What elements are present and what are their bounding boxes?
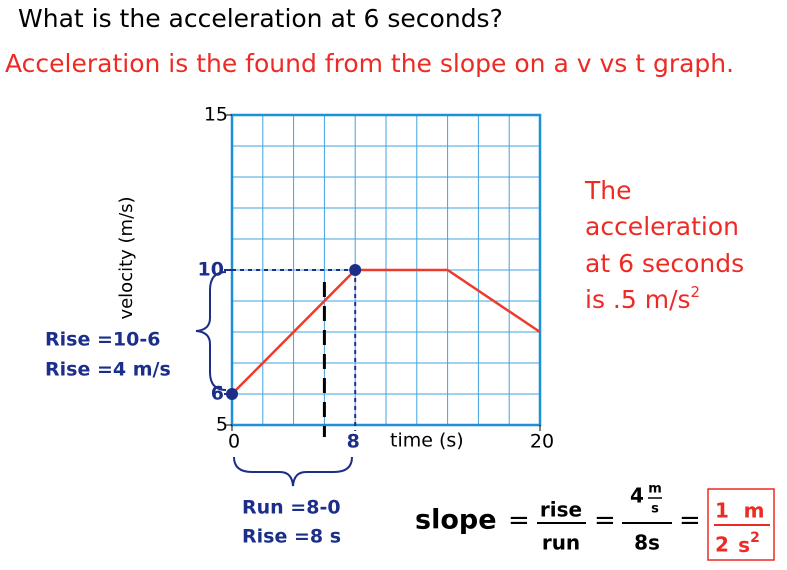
run-note: Run =8-0 [242,497,341,519]
data-point [349,264,362,276]
fraction-num: rise [540,498,582,522]
result-exp: 2 [750,530,760,546]
result-unit: s2 [738,530,760,557]
explanation: Acceleration is the found from the slope… [5,49,734,78]
y-tick-label-highlight: 10 [198,259,224,281]
x-tick-label: 0 [228,431,240,453]
rise-note: Rise =10-6 [45,329,160,351]
answer-line: The [584,176,632,205]
question: What is the acceleration at 6 seconds? [18,4,503,33]
equals: = [679,506,701,536]
unit-num: m [648,482,662,497]
answer-line: acceleration [585,212,739,241]
answer-line: is .5 m/s2 [585,283,700,315]
y-tick-label: 15 [204,104,228,126]
fraction-num: 4 [630,484,644,508]
result-box [707,488,775,561]
answer-line: at 6 seconds [585,249,744,278]
fraction-den: run [542,531,580,555]
answer-superscript: 2 [691,283,701,301]
equals: = [508,506,530,536]
x-axis-label: time (s) [390,430,464,452]
rise-brace [195,271,227,391]
result-unit: m [744,499,765,523]
result-num: 1 [715,499,729,523]
equals: = [594,506,616,536]
result-den: 2 [715,533,729,557]
y-axis-label: velocity (m/s) [116,196,137,319]
y-tick-label: 5 [216,414,228,436]
data-point [226,388,238,400]
answer-text: is .5 m/s [585,285,691,314]
rise-note: Rise =4 m/s [45,359,171,381]
result-den-unit: s [738,533,750,557]
formula-lhs: slope [415,505,497,536]
fraction-den: 8s [634,531,660,555]
data-line [231,268,541,395]
run-note: Rise =8 s [242,526,341,548]
x-tick-label-highlight: 8 [347,431,360,453]
run-brace [233,456,353,487]
x-tick-label: 20 [530,431,554,453]
unit-den: s [651,502,659,517]
y-tick-label-highlight: 6 [211,383,224,405]
